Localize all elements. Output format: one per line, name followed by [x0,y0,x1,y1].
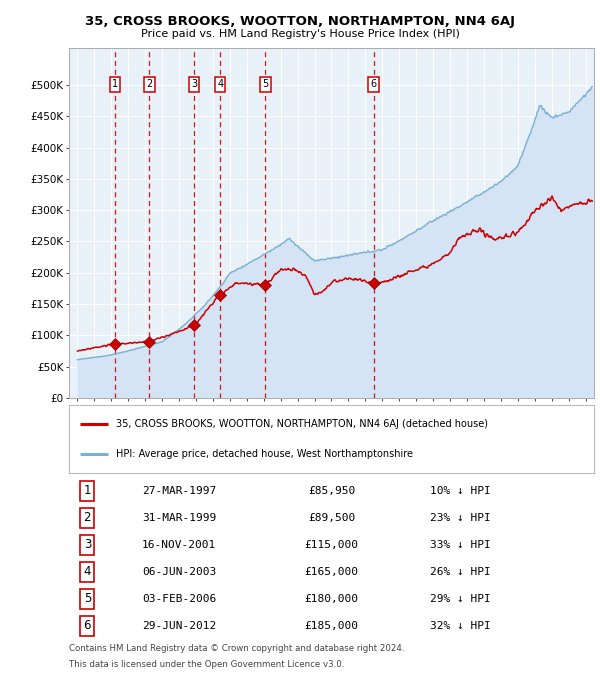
Text: 3: 3 [191,80,197,89]
Text: 27-MAR-1997: 27-MAR-1997 [142,486,217,496]
Text: 4: 4 [83,565,91,578]
Text: This data is licensed under the Open Government Licence v3.0.: This data is licensed under the Open Gov… [69,660,344,668]
Text: 32% ↓ HPI: 32% ↓ HPI [430,621,491,631]
Text: £115,000: £115,000 [305,540,359,550]
Text: 29-JUN-2012: 29-JUN-2012 [142,621,217,631]
Text: 35, CROSS BROOKS, WOOTTON, NORTHAMPTON, NN4 6AJ (detached house): 35, CROSS BROOKS, WOOTTON, NORTHAMPTON, … [116,419,488,428]
Text: 2: 2 [83,511,91,524]
Text: 1: 1 [112,80,118,89]
Text: 35, CROSS BROOKS, WOOTTON, NORTHAMPTON, NN4 6AJ: 35, CROSS BROOKS, WOOTTON, NORTHAMPTON, … [85,15,515,28]
Text: 06-JUN-2003: 06-JUN-2003 [142,566,217,577]
Text: 26% ↓ HPI: 26% ↓ HPI [430,566,491,577]
Text: Price paid vs. HM Land Registry's House Price Index (HPI): Price paid vs. HM Land Registry's House … [140,29,460,39]
Text: HPI: Average price, detached house, West Northamptonshire: HPI: Average price, detached house, West… [116,449,413,458]
Text: Contains HM Land Registry data © Crown copyright and database right 2024.: Contains HM Land Registry data © Crown c… [69,644,404,653]
Text: 4: 4 [217,80,223,89]
Text: 6: 6 [371,80,377,89]
Text: 33% ↓ HPI: 33% ↓ HPI [430,540,491,550]
Text: 5: 5 [83,592,91,605]
Text: £89,500: £89,500 [308,513,355,523]
Text: 1: 1 [83,484,91,497]
Text: 5: 5 [262,80,268,89]
Text: 03-FEB-2006: 03-FEB-2006 [142,594,217,604]
Text: 16-NOV-2001: 16-NOV-2001 [142,540,217,550]
Text: 23% ↓ HPI: 23% ↓ HPI [430,513,491,523]
Text: 10% ↓ HPI: 10% ↓ HPI [430,486,491,496]
Text: 29% ↓ HPI: 29% ↓ HPI [430,594,491,604]
Text: 3: 3 [83,539,91,551]
Text: £85,950: £85,950 [308,486,355,496]
Text: 6: 6 [83,619,91,632]
Text: £165,000: £165,000 [305,566,359,577]
Text: 31-MAR-1999: 31-MAR-1999 [142,513,217,523]
Text: £185,000: £185,000 [305,621,359,631]
Text: £180,000: £180,000 [305,594,359,604]
Text: 2: 2 [146,80,152,89]
